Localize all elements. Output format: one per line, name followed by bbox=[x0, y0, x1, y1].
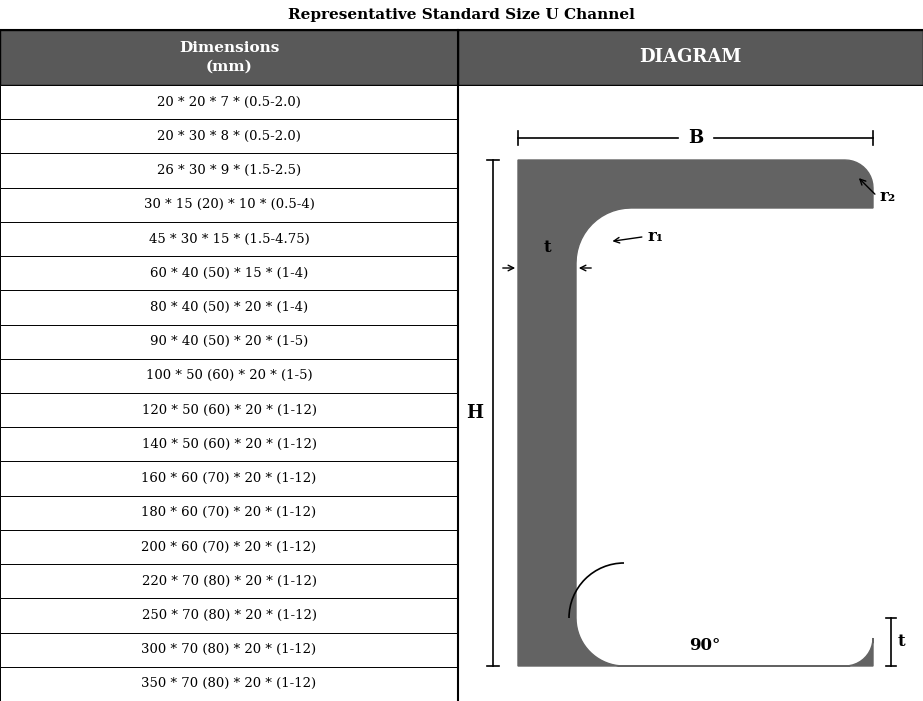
Bar bbox=[0, 85, 458, 119]
Text: 60 * 40 (50) * 15 * (1-4): 60 * 40 (50) * 15 * (1-4) bbox=[150, 266, 308, 280]
Text: 80 * 40 (50) * 20 * (1-4): 80 * 40 (50) * 20 * (1-4) bbox=[150, 301, 308, 314]
Bar bbox=[0, 667, 458, 701]
Text: DIAGRAM: DIAGRAM bbox=[640, 48, 742, 67]
Text: 250 * 70 (80) * 20 * (1-12): 250 * 70 (80) * 20 * (1-12) bbox=[141, 609, 317, 622]
Polygon shape bbox=[518, 160, 873, 666]
Text: 350 * 70 (80) * 20 * (1-12): 350 * 70 (80) * 20 * (1-12) bbox=[141, 677, 317, 690]
Text: 160 * 60 (70) * 20 * (1-12): 160 * 60 (70) * 20 * (1-12) bbox=[141, 472, 317, 485]
Text: 140 * 50 (60) * 20 * (1-12): 140 * 50 (60) * 20 * (1-12) bbox=[141, 438, 317, 451]
Text: 90 * 40 (50) * 20 * (1-5): 90 * 40 (50) * 20 * (1-5) bbox=[150, 335, 308, 348]
Bar bbox=[0, 632, 458, 667]
Text: B: B bbox=[688, 129, 703, 147]
Text: 100 * 50 (60) * 20 * (1-5): 100 * 50 (60) * 20 * (1-5) bbox=[146, 369, 312, 382]
Bar bbox=[0, 599, 458, 632]
Bar bbox=[0, 496, 458, 530]
Bar bbox=[0, 427, 458, 461]
Bar bbox=[458, 30, 923, 85]
Bar bbox=[0, 119, 458, 154]
Text: H: H bbox=[466, 404, 483, 422]
Text: 200 * 60 (70) * 20 * (1-12): 200 * 60 (70) * 20 * (1-12) bbox=[141, 540, 317, 554]
Text: 20 * 20 * 7 * (0.5-2.0): 20 * 20 * 7 * (0.5-2.0) bbox=[157, 95, 301, 109]
Bar bbox=[0, 154, 458, 188]
Text: t: t bbox=[544, 239, 551, 256]
Text: Dimensions
(mm): Dimensions (mm) bbox=[179, 41, 279, 74]
Bar bbox=[0, 564, 458, 599]
Text: 45 * 30 * 15 * (1.5-4.75): 45 * 30 * 15 * (1.5-4.75) bbox=[149, 233, 309, 245]
Bar bbox=[0, 290, 458, 325]
Text: 26 * 30 * 9 * (1.5-2.5): 26 * 30 * 9 * (1.5-2.5) bbox=[157, 164, 301, 177]
Text: Representative Standard Size U Channel: Representative Standard Size U Channel bbox=[288, 8, 635, 22]
Bar bbox=[0, 530, 458, 564]
Text: r₂: r₂ bbox=[880, 188, 896, 205]
Text: 300 * 70 (80) * 20 * (1-12): 300 * 70 (80) * 20 * (1-12) bbox=[141, 643, 317, 656]
Text: 90°: 90° bbox=[689, 637, 720, 654]
Text: 180 * 60 (70) * 20 * (1-12): 180 * 60 (70) * 20 * (1-12) bbox=[141, 506, 317, 519]
Text: 120 * 50 (60) * 20 * (1-12): 120 * 50 (60) * 20 * (1-12) bbox=[141, 404, 317, 416]
Bar bbox=[0, 393, 458, 427]
Text: t: t bbox=[898, 634, 905, 651]
Bar bbox=[0, 188, 458, 222]
Text: 20 * 30 * 8 * (0.5-2.0): 20 * 30 * 8 * (0.5-2.0) bbox=[157, 130, 301, 143]
Bar bbox=[0, 325, 458, 359]
Text: 220 * 70 (80) * 20 * (1-12): 220 * 70 (80) * 20 * (1-12) bbox=[141, 575, 317, 587]
Bar bbox=[0, 30, 458, 85]
Text: r₁: r₁ bbox=[648, 228, 664, 245]
Bar bbox=[0, 222, 458, 256]
Text: 30 * 15 (20) * 10 * (0.5-4): 30 * 15 (20) * 10 * (0.5-4) bbox=[144, 198, 315, 211]
Bar bbox=[458, 85, 923, 701]
Bar bbox=[0, 359, 458, 393]
Bar bbox=[0, 256, 458, 290]
Bar bbox=[0, 461, 458, 496]
